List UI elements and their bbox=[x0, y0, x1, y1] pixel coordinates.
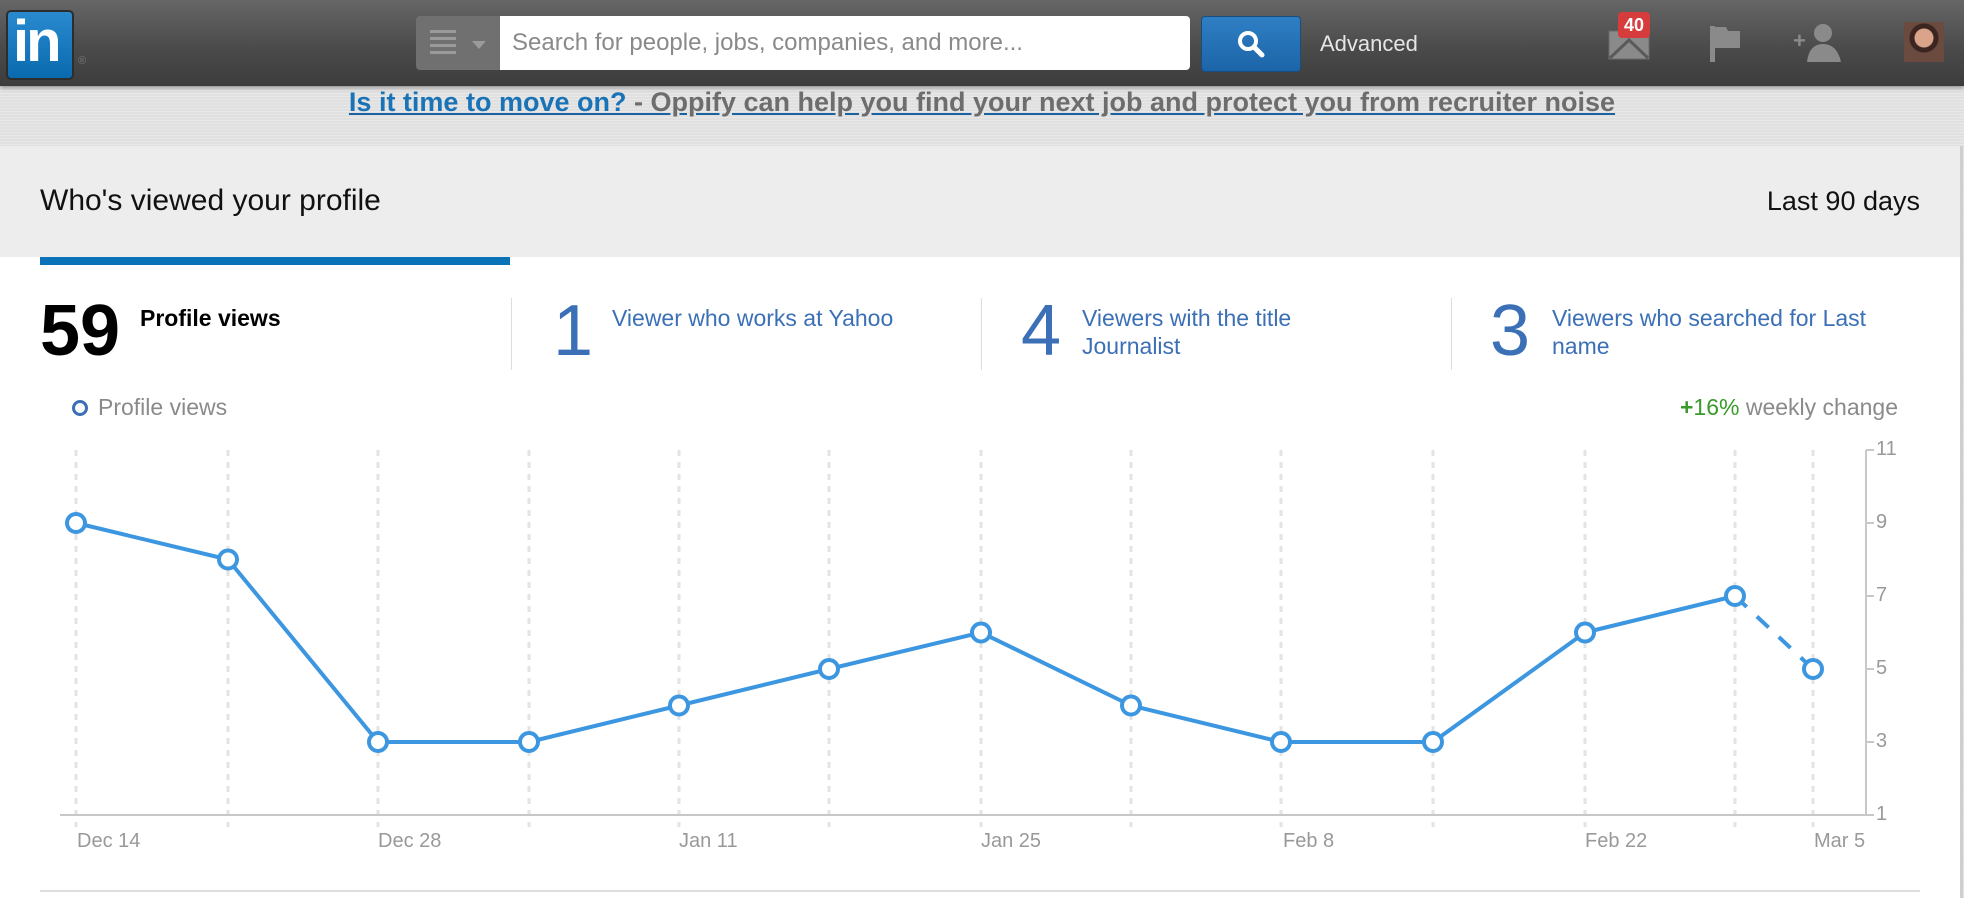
menu-icon bbox=[430, 30, 456, 54]
search-icon bbox=[1238, 31, 1265, 58]
data-point bbox=[1270, 731, 1292, 753]
page-title: Who's viewed your profile bbox=[40, 184, 381, 217]
x-axis-label: Feb 22 bbox=[1585, 830, 1648, 852]
search-button[interactable] bbox=[1201, 16, 1301, 72]
stat-number: 4 bbox=[1021, 291, 1062, 371]
search-input[interactable] bbox=[500, 16, 1190, 70]
data-point bbox=[518, 731, 540, 753]
data-point bbox=[1724, 585, 1746, 607]
x-axis-label: Jan 11 bbox=[679, 830, 738, 852]
weekly-change: +16% weekly change bbox=[1680, 394, 1898, 421]
weekly-change-label: weekly change bbox=[1739, 394, 1898, 420]
flag-icon[interactable] bbox=[1708, 24, 1742, 62]
data-point bbox=[1120, 694, 1142, 717]
ad-link-headline[interactable]: Is it time to move on? bbox=[348, 87, 627, 117]
linkedin-logo[interactable]: in bbox=[6, 9, 74, 80]
ad-link-body[interactable]: Oppify can help you find your next job a… bbox=[650, 87, 1616, 117]
stat-label: Profile views bbox=[140, 305, 281, 331]
data-point bbox=[217, 548, 239, 571]
divider bbox=[1451, 298, 1452, 370]
x-axis-label: Mar 5 bbox=[1814, 830, 1866, 852]
active-tab-indicator bbox=[40, 257, 510, 265]
data-point bbox=[970, 621, 992, 644]
y-axis-label: 9 bbox=[1876, 511, 1888, 533]
plus-icon: + bbox=[1679, 394, 1694, 420]
chevron-down-icon bbox=[472, 41, 486, 49]
y-axis-label: 3 bbox=[1876, 730, 1888, 752]
data-point bbox=[1574, 621, 1596, 644]
x-axis-label: Jan 25 bbox=[981, 830, 1042, 852]
data-point bbox=[367, 731, 389, 753]
date-range-selector[interactable]: Last 90 days bbox=[1766, 186, 1920, 216]
y-axis-label: 7 bbox=[1876, 584, 1888, 606]
y-axis-label: 5 bbox=[1876, 657, 1888, 679]
projected-data-line bbox=[1733, 594, 1815, 671]
search-category-dropdown[interactable] bbox=[416, 16, 500, 70]
divider bbox=[981, 298, 982, 370]
stat-profile-views[interactable]: 59 Profile views bbox=[40, 291, 500, 371]
data-point bbox=[65, 512, 87, 534]
y-axis-label: 1 bbox=[1876, 803, 1888, 825]
stat-label[interactable]: Viewers who searched for Last name bbox=[1552, 305, 1867, 359]
divider bbox=[511, 298, 512, 370]
data-point bbox=[668, 694, 690, 717]
y-axis-label: 11 bbox=[1876, 438, 1897, 460]
messages-badge: 40 bbox=[1618, 12, 1651, 38]
top-navbar: in ® Advanced 40 + bbox=[0, 0, 1964, 86]
data-point bbox=[1422, 731, 1444, 753]
stat-number: 59 bbox=[40, 291, 121, 371]
registered-mark: ® bbox=[78, 55, 87, 67]
stat-label[interactable]: Viewer who works at Yahoo bbox=[612, 305, 894, 331]
data-line bbox=[75, 521, 1736, 744]
stat-label[interactable]: Viewers with the title Journalist bbox=[1082, 305, 1292, 359]
ad-banner: Is it time to move on? - Oppify can help… bbox=[0, 86, 1964, 118]
legend-label: Profile views bbox=[98, 394, 228, 420]
x-axis-label: Dec 14 bbox=[77, 830, 141, 852]
stat-journalist-viewers[interactable]: 4 Viewers with the title Journalist bbox=[1021, 291, 1421, 371]
x-axis-label: Dec 28 bbox=[378, 830, 442, 852]
divider bbox=[40, 890, 1920, 892]
panel-header: Who's viewed your profile Last 90 days bbox=[0, 146, 1960, 257]
ad-separator: - bbox=[626, 87, 651, 117]
stat-number: 3 bbox=[1490, 291, 1531, 371]
avatar[interactable] bbox=[1904, 22, 1944, 62]
stat-search-viewers[interactable]: 3 Viewers who searched for Last name bbox=[1490, 291, 1910, 371]
stat-number: 1 bbox=[553, 291, 594, 371]
stat-yahoo-viewers[interactable]: 1 Viewer who works at Yahoo bbox=[553, 291, 953, 371]
x-axis-label: Feb 8 bbox=[1283, 830, 1335, 852]
data-point bbox=[1802, 658, 1824, 680]
advanced-search-link[interactable]: Advanced bbox=[1320, 31, 1418, 56]
logo-text: in bbox=[13, 9, 62, 74]
add-connection-icon[interactable]: + bbox=[1793, 22, 1843, 62]
legend-marker-icon bbox=[72, 400, 88, 416]
svg-text:+: + bbox=[1793, 28, 1806, 53]
data-point bbox=[818, 658, 840, 680]
weekly-change-value: 16% bbox=[1693, 394, 1740, 420]
chart-legend: Profile views bbox=[72, 394, 227, 421]
